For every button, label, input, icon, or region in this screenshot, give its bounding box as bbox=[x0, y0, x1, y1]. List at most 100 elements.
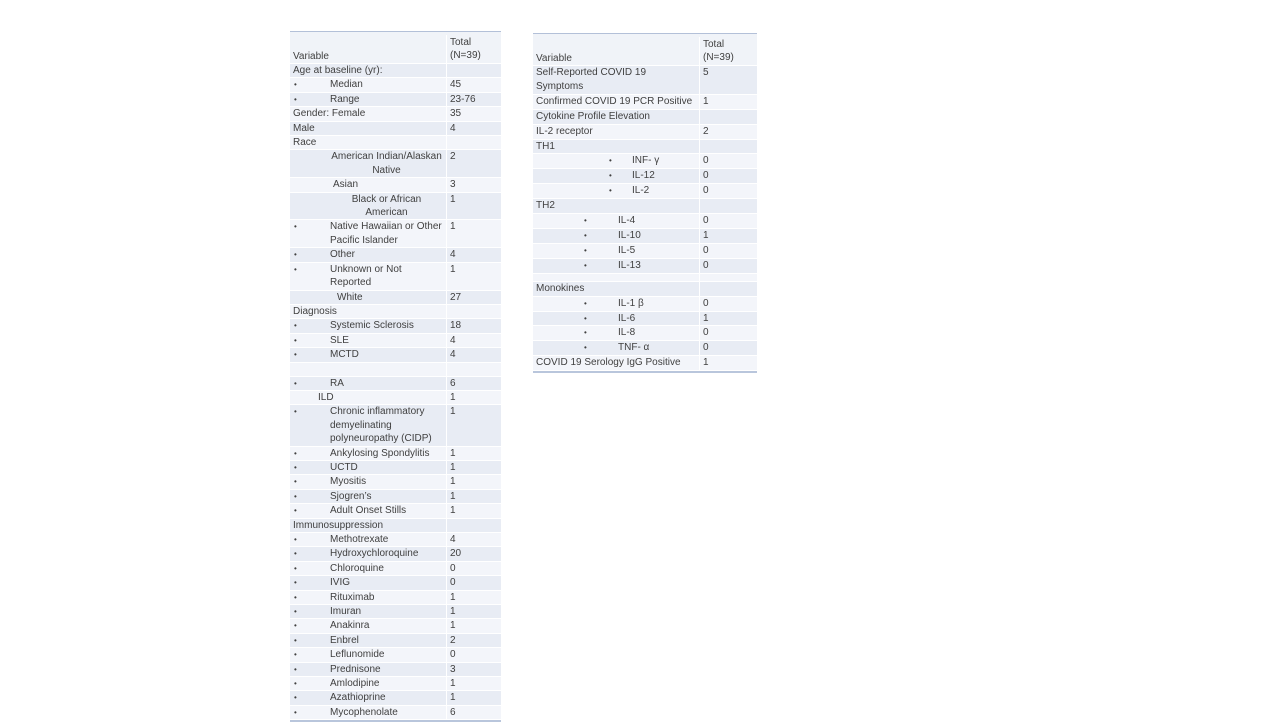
row-value: 1 bbox=[446, 446, 501, 460]
row-value: 1 bbox=[446, 460, 501, 475]
column-header-total: Total (N=39) bbox=[699, 37, 757, 65]
table-row: • IL-8 0 bbox=[533, 326, 757, 342]
row-label: • Hydroxychloroquine bbox=[294, 548, 419, 560]
row-value: 1 bbox=[446, 390, 501, 405]
table-row: IL-2 receptor 2 bbox=[533, 124, 757, 140]
bullet-icon: • bbox=[584, 245, 587, 255]
row-label: • IL-6 bbox=[584, 312, 636, 324]
row-value bbox=[699, 199, 757, 214]
row-label: COVID 19 Serology IgG Positive bbox=[536, 357, 681, 369]
row-value: 1 bbox=[446, 405, 501, 446]
table-row: • IL-1 β 0 bbox=[533, 296, 757, 312]
row-label: Immunosuppression bbox=[293, 519, 384, 531]
row-label: Male bbox=[293, 122, 315, 134]
table-row: • Systemic Sclerosis 18 bbox=[290, 319, 501, 334]
row-value bbox=[699, 281, 757, 296]
table-row: Monokines bbox=[533, 281, 757, 297]
bullet-icon: • bbox=[294, 378, 297, 388]
row-value: 4 bbox=[446, 333, 501, 348]
table-row bbox=[290, 362, 501, 377]
table-row: Immunosuppression bbox=[290, 518, 501, 533]
bullet-icon: • bbox=[294, 693, 297, 703]
column-header-total: Total (N=39) bbox=[446, 35, 501, 63]
table-row: • Prednisone 3 bbox=[290, 662, 501, 678]
row-label: • UCTD bbox=[294, 461, 358, 473]
bullet-icon: • bbox=[294, 679, 297, 689]
row-value: 6 bbox=[446, 705, 501, 720]
row-label: Age at baseline (yr): bbox=[293, 65, 383, 76]
row-label: Race bbox=[293, 137, 317, 149]
row-label: • Sjogren’s bbox=[294, 490, 372, 502]
row-label: White bbox=[337, 291, 363, 303]
row-label: Gender: Female bbox=[293, 108, 366, 120]
row-label: • IL-1 β bbox=[584, 297, 644, 309]
covid-cytokine-table: Variable Total (N=39) Self-Reported COVI… bbox=[533, 33, 757, 374]
table-row: COVID 19 Serology IgG Positive 1 bbox=[533, 356, 757, 372]
table-row: Male 4 bbox=[290, 121, 501, 137]
bullet-icon: • bbox=[294, 222, 297, 232]
table-row: • Sjogren’s 1 bbox=[290, 489, 501, 505]
table-row: • Unknown or Not Reported 1 bbox=[290, 262, 501, 291]
table-row: • INF- γ 0 bbox=[533, 154, 757, 170]
row-value: 4 bbox=[446, 348, 501, 362]
row-value bbox=[446, 518, 501, 532]
bullet-icon: • bbox=[294, 94, 297, 104]
bullet-icon: • bbox=[294, 250, 297, 260]
row-label: TH2 bbox=[536, 200, 555, 212]
row-label: • Chronic inflammatory demyelinating poly… bbox=[294, 406, 432, 445]
row-label: • Median bbox=[294, 79, 363, 91]
row-label: Asian bbox=[333, 179, 359, 191]
row-label bbox=[533, 274, 699, 281]
table-row: • IL-10 1 bbox=[533, 228, 757, 244]
table-row: White 27 bbox=[290, 290, 501, 305]
row-value: 35 bbox=[446, 107, 501, 121]
table-row: • IVIG 0 bbox=[290, 576, 501, 591]
table-row: • Mycophenolate 6 bbox=[290, 705, 501, 721]
table-row: Self-Reported COVID 19 Symptoms 5 bbox=[533, 66, 757, 95]
table-row bbox=[533, 273, 757, 282]
row-label: American Indian/Alaskan Native bbox=[331, 151, 442, 176]
row-value: 0 bbox=[446, 576, 501, 590]
row-label: • Myositis bbox=[294, 476, 367, 488]
bullet-icon: • bbox=[294, 635, 297, 645]
bullet-icon: • bbox=[294, 607, 297, 617]
row-value: 1 bbox=[446, 504, 501, 518]
bullet-icon: • bbox=[294, 592, 297, 602]
table-row: Age at baseline (yr): bbox=[290, 64, 501, 79]
table-row: • Other 4 bbox=[290, 248, 501, 263]
table-row: • TNF- α 0 bbox=[533, 341, 757, 357]
row-value: 0 bbox=[699, 154, 757, 169]
table-row: • Ankylosing Spondylitis 1 bbox=[290, 446, 501, 461]
table-row: Race bbox=[290, 136, 501, 151]
row-value: 1 bbox=[699, 311, 757, 326]
bullet-icon: • bbox=[294, 664, 297, 674]
table-row: • Adult Onset Stills 1 bbox=[290, 504, 501, 519]
row-value: 2 bbox=[699, 124, 757, 139]
row-label: • MCTD bbox=[294, 349, 359, 361]
table-row: ILD 1 bbox=[290, 390, 501, 406]
row-value: 0 bbox=[699, 214, 757, 228]
row-label: • Adult Onset Stills bbox=[294, 505, 407, 517]
table-row: American Indian/Alaskan Native 2 bbox=[290, 150, 501, 179]
row-value bbox=[446, 362, 501, 376]
table-row: • IL-4 0 bbox=[533, 214, 757, 229]
bullet-icon: • bbox=[294, 407, 297, 417]
table-row: Confirmed COVID 19 PCR Positive 1 bbox=[533, 94, 757, 110]
table-row: Asian 3 bbox=[290, 178, 501, 193]
bullet-icon: • bbox=[294, 707, 297, 717]
table-row: • IL-5 0 bbox=[533, 243, 757, 259]
row-label: • Native Hawaiian or Other Pacific Island… bbox=[294, 221, 442, 246]
row-label: • IL-12 bbox=[609, 170, 655, 182]
table-row: • Chloroquine 0 bbox=[290, 561, 501, 577]
bullet-icon: • bbox=[609, 156, 612, 166]
row-value bbox=[446, 64, 501, 78]
bullet-icon: • bbox=[294, 549, 297, 559]
table-row: • Hydroxychloroquine 20 bbox=[290, 547, 501, 562]
row-label: • SLE bbox=[294, 334, 349, 346]
row-value: 45 bbox=[446, 78, 501, 92]
row-label: • INF- γ bbox=[609, 155, 660, 167]
bullet-icon: • bbox=[609, 171, 612, 181]
table-row: • Imuran 1 bbox=[290, 605, 501, 620]
row-value: 1 bbox=[446, 619, 501, 633]
